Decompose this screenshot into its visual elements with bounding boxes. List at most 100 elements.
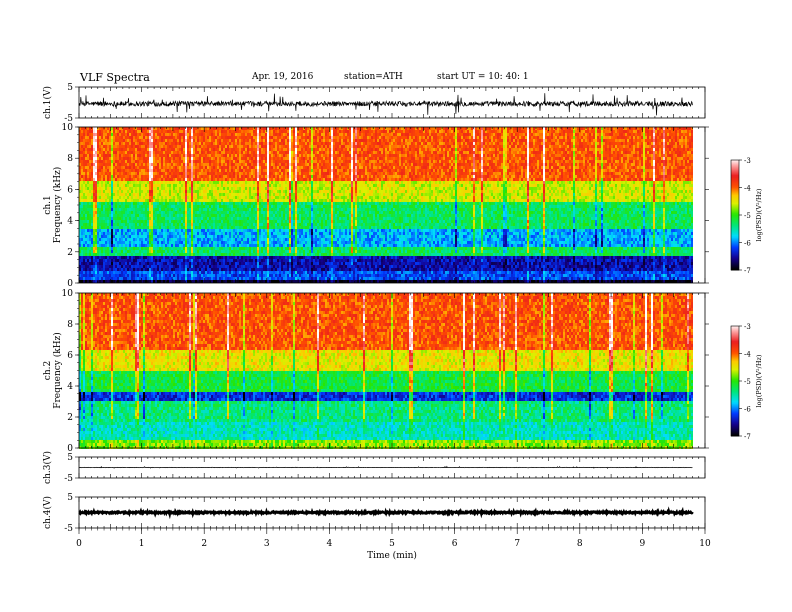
spectrogram-cell — [85, 130, 87, 133]
spectrogram-cell — [87, 208, 89, 211]
spectrogram-cell — [81, 148, 83, 151]
spectrogram-cell — [113, 139, 115, 142]
spectrogram-cell — [109, 271, 111, 274]
spectrogram-cell — [99, 214, 101, 217]
spectrogram-cell — [119, 187, 121, 190]
spectrogram-cell — [107, 139, 109, 142]
spectrogram-cell — [103, 205, 105, 208]
spectrogram-cell — [117, 178, 119, 181]
spectrogram-cell — [99, 265, 101, 268]
spectrogram-cell — [85, 220, 87, 223]
spectrogram-cell — [117, 133, 119, 136]
spectrogram-cell — [87, 193, 89, 196]
spectrogram-cell — [85, 238, 87, 241]
spectrogram-cell — [89, 148, 91, 151]
y-tick-label: 5 — [67, 83, 73, 93]
spectrogram-cell — [101, 175, 103, 178]
spectrogram-cell — [109, 205, 111, 208]
spectrogram-cell — [119, 154, 121, 157]
spectrogram-cell — [83, 136, 85, 139]
spectrogram-cell — [99, 223, 101, 226]
spectrogram-cell — [107, 208, 109, 211]
spectrogram-cell — [91, 226, 93, 229]
spectrogram-cell — [99, 256, 101, 259]
spectrogram-cell — [121, 238, 123, 241]
spectrogram-cell — [121, 172, 123, 175]
spectrogram-cell — [81, 277, 83, 280]
spectrogram-cell — [121, 253, 123, 256]
spectrogram-cell — [109, 247, 111, 250]
spectrogram-cell — [111, 139, 113, 142]
spectrogram-cell — [109, 202, 111, 205]
spectrogram-cell — [95, 259, 97, 262]
spectrogram-cell — [119, 256, 121, 259]
spectrogram-cell — [113, 196, 115, 199]
spectrogram-cell — [99, 262, 101, 265]
spectrogram-cell — [107, 220, 109, 223]
spectrogram-cell — [117, 256, 119, 259]
spectrogram-cell — [95, 238, 97, 241]
spectrogram-cell — [115, 232, 117, 235]
spectrogram-cell — [115, 139, 117, 142]
spectrogram-cell — [105, 160, 107, 163]
spectrogram-cell — [111, 208, 113, 211]
spectrogram-cell — [101, 181, 103, 184]
spectrogram-cell — [93, 142, 95, 145]
spectrogram-cell — [83, 226, 85, 229]
spectrogram-cell — [107, 130, 109, 133]
spectrogram-cell — [105, 181, 107, 184]
spectrogram-cell — [93, 226, 95, 229]
spectrogram-cell — [107, 199, 109, 202]
spectrogram-cell — [89, 151, 91, 154]
spectrogram-cell — [95, 184, 97, 187]
spectrogram-cell — [107, 163, 109, 166]
spectrogram-cell — [105, 238, 107, 241]
spectrogram-cell — [105, 130, 107, 133]
spectrogram-cell — [93, 202, 95, 205]
spectrogram-cell — [101, 202, 103, 205]
spectrogram-cell — [103, 196, 105, 199]
spectrogram-cell — [119, 184, 121, 187]
spectrogram-cell — [83, 139, 85, 142]
spectrogram-cell — [117, 130, 119, 133]
spectrogram-cell — [87, 151, 89, 154]
spectrogram-cell — [107, 175, 109, 178]
spectrogram-cell — [105, 175, 107, 178]
spectrogram-cell — [105, 199, 107, 202]
spectrogram-cell — [97, 220, 99, 223]
spectrogram-cell — [87, 127, 89, 130]
spectrogram-cell — [113, 277, 115, 280]
spectrogram-cell — [97, 190, 99, 193]
spectrogram-cell — [95, 271, 97, 274]
spectrogram-cell — [101, 262, 103, 265]
spectrogram-cell — [119, 238, 121, 241]
spectrogram-cell — [93, 220, 95, 223]
spectrogram-cell — [81, 142, 83, 145]
spectrogram-cell — [97, 154, 99, 157]
spectrogram-cell — [87, 214, 89, 217]
spectrogram-cell — [85, 256, 87, 259]
spectrogram-cell — [101, 280, 103, 283]
spectrogram-cell — [103, 166, 105, 169]
spectrogram-cell — [99, 259, 101, 262]
spectrogram-cell — [97, 265, 99, 268]
spectrogram-cell — [111, 226, 113, 229]
spectrogram-cell — [105, 208, 107, 211]
spectrogram-cell — [115, 157, 117, 160]
spectrogram-cell — [87, 220, 89, 223]
spectrogram-cell — [99, 196, 101, 199]
spectrogram-cell — [105, 274, 107, 277]
spectrogram-cell — [113, 250, 115, 253]
spectrogram-cell — [93, 193, 95, 196]
spectrogram-cell — [93, 145, 95, 148]
spectrogram-cell — [99, 157, 101, 160]
spectrogram-cell — [87, 250, 89, 253]
spectrogram-cell — [91, 217, 93, 220]
spectrogram-cell — [83, 232, 85, 235]
spectrogram-cell — [89, 154, 91, 157]
spectrogram-cell — [115, 175, 117, 178]
spectrogram-cell — [99, 205, 101, 208]
spectrogram-cell — [105, 217, 107, 220]
spectrogram-cell — [85, 244, 87, 247]
spectrogram-cell — [97, 166, 99, 169]
